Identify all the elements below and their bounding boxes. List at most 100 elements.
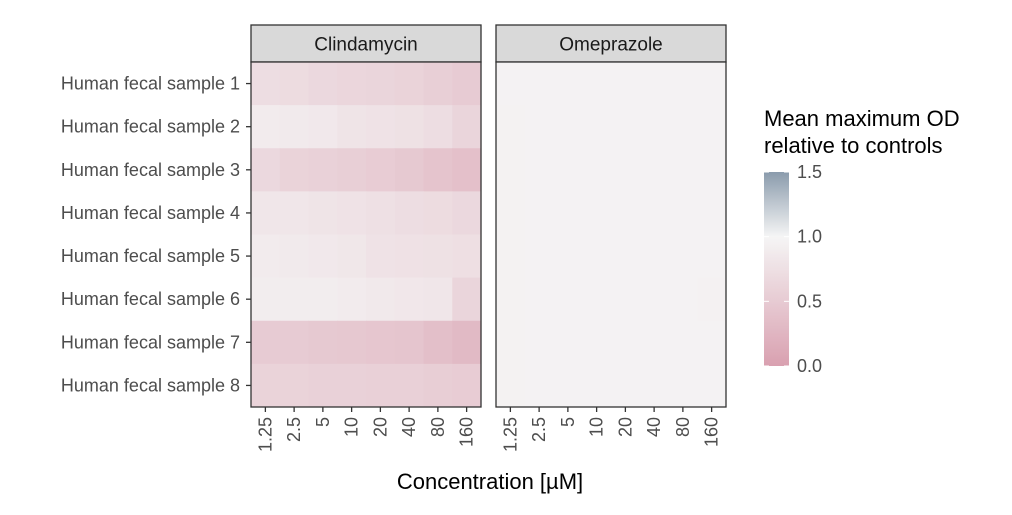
heatmap-cell [452, 234, 482, 279]
heatmap-cell [337, 105, 367, 149]
x-tick-label: 1.25 [500, 417, 520, 452]
heatmap-cell [279, 234, 309, 279]
heatmap-cell [611, 320, 641, 365]
heatmap-cell [496, 105, 526, 149]
heatmap-cell [639, 234, 669, 279]
y-tick-label: Human fecal sample 5 [61, 246, 240, 266]
facet-omeprazole: Omeprazole [495, 24, 727, 408]
heatmap-cell [423, 105, 453, 149]
heatmap-cell [279, 277, 309, 322]
heatmap-cell [697, 363, 727, 408]
heatmap-cell [697, 277, 727, 322]
heatmap-cell [251, 105, 281, 149]
heatmap-cell [496, 148, 526, 192]
heatmap-cell [366, 62, 396, 106]
heatmap-cell [251, 277, 281, 322]
heatmap-cell [337, 191, 367, 235]
heatmap-cell [279, 320, 309, 365]
heatmap-cell [611, 234, 641, 279]
heatmap-cell [394, 363, 424, 408]
legend-break-label: 0.0 [797, 356, 822, 376]
heatmap-cell [639, 148, 669, 192]
heatmap-cell [611, 62, 641, 106]
heatmap-cell [423, 277, 453, 322]
heatmap-cell [423, 363, 453, 408]
heatmap-cell [668, 191, 698, 235]
heatmap-cell [524, 191, 554, 235]
heatmap-cell [308, 277, 338, 322]
panel-border [250, 61, 482, 408]
panel-border [495, 61, 727, 408]
heatmap-cell [553, 320, 583, 365]
heatmap-cell [639, 62, 669, 106]
heatmap-cell [279, 191, 309, 235]
heatmap-cell [366, 105, 396, 149]
heatmap-cell [582, 234, 612, 279]
heatmap-cell [697, 191, 727, 235]
heatmap-cell [668, 320, 698, 365]
heatmap-cell [452, 148, 482, 192]
legend-colorbar [764, 172, 789, 366]
heatmap-cell [553, 191, 583, 235]
heatmap-cell [668, 148, 698, 192]
heatmap-cell [553, 234, 583, 279]
heatmap-cell [639, 191, 669, 235]
heatmap-cell [553, 62, 583, 106]
heatmap-cell [394, 62, 424, 106]
heatmap-cell [582, 320, 612, 365]
heatmap-cell [553, 105, 583, 149]
heatmap-cell [337, 148, 367, 192]
x-tick-label: 2.5 [529, 417, 549, 442]
heatmap-cell [452, 277, 482, 322]
heatmap-cell [251, 191, 281, 235]
heatmap-cell [308, 234, 338, 279]
heatmap-cell [639, 277, 669, 322]
heatmap-cell [308, 363, 338, 408]
heatmap-cell [251, 363, 281, 408]
heatmap-cell [639, 320, 669, 365]
heatmap-cell [279, 148, 309, 192]
heatmap-cell [668, 62, 698, 106]
heatmap-cell [582, 105, 612, 149]
heatmap-cell [611, 277, 641, 322]
legend-title-line1: Mean maximum OD [764, 106, 960, 131]
heatmap-cell [582, 277, 612, 322]
x-tick-label: 2.5 [284, 417, 304, 442]
heatmap-cell [611, 363, 641, 408]
heatmap-cell [524, 234, 554, 279]
heatmap-cell [394, 277, 424, 322]
heatmap-cell [366, 277, 396, 322]
heatmap-cell [524, 363, 554, 408]
heatmap-cell [668, 234, 698, 279]
y-tick-label: Human fecal sample 3 [61, 160, 240, 180]
heatmap-cell [423, 148, 453, 192]
heatmap-cell [279, 363, 309, 408]
facet-strip [250, 24, 482, 63]
x-tick-label: 10 [342, 417, 362, 437]
y-tick-label: Human fecal sample 6 [61, 289, 240, 309]
x-tick-label: 80 [428, 417, 448, 437]
heatmap-cell [582, 363, 612, 408]
x-tick-label: 10 [587, 417, 607, 437]
heatmap-cell [308, 191, 338, 235]
x-tick-label: 20 [370, 417, 390, 437]
x-tick-label: 40 [399, 417, 419, 437]
heatmap-cell [279, 62, 309, 106]
heatmap-cell [251, 62, 281, 106]
heatmap-cell [611, 148, 641, 192]
heatmap-cell [524, 148, 554, 192]
heatmap-cell [308, 62, 338, 106]
heatmap-cell [553, 363, 583, 408]
x-axes: 1.25 2.5 5 10 20 40 80 160 1.25 2.5 5 10 20 40 80 160 [255, 407, 722, 452]
facet-strip-label: Clindamycin [314, 35, 417, 56]
heatmap-cell [394, 191, 424, 235]
heatmap-cell [496, 191, 526, 235]
heatmap-cell [337, 363, 367, 408]
heatmap-cell [582, 62, 612, 106]
x-tick-label: 20 [615, 417, 635, 437]
heatmap-cell [697, 105, 727, 149]
heatmap-cell [394, 234, 424, 279]
legend-break-label: 1.0 [797, 227, 822, 247]
y-tick-label: Human fecal sample 8 [61, 375, 240, 395]
heatmap-cell [697, 62, 727, 106]
